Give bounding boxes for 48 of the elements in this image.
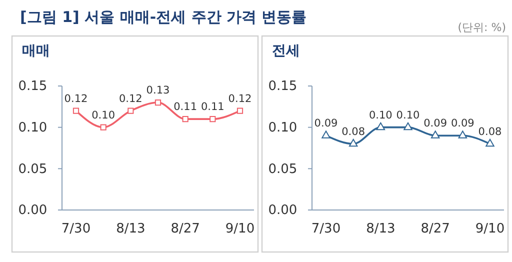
- point: [210, 116, 216, 122]
- point: [404, 122, 412, 130]
- data-label: 0.10: [396, 109, 420, 122]
- y-tick-label: 0.15: [18, 79, 48, 94]
- chart-title: 매매: [22, 43, 50, 59]
- data-label: 0.12: [64, 92, 88, 105]
- y-tick-label: 0.15: [268, 79, 298, 94]
- point: [154, 99, 162, 106]
- x-tick-label: 8/13: [366, 222, 396, 236]
- data-label: 0.13: [146, 84, 170, 97]
- y-tick-label: 0.00: [268, 203, 298, 218]
- y-tick-label: 0.05: [18, 162, 48, 177]
- data-label: 0.11: [174, 101, 198, 114]
- data-label: 0.08: [342, 126, 366, 138]
- point: [430, 130, 440, 138]
- point: [322, 130, 330, 138]
- data-label: 0.10: [368, 109, 392, 122]
- point: [348, 138, 358, 147]
- point: [182, 116, 188, 122]
- x-tick-label: 9/10: [475, 222, 505, 236]
- y-tick-label: 0.00: [18, 203, 48, 218]
- x-tick-label: 8/13: [116, 222, 146, 236]
- x-tick-label: 8/27: [420, 222, 450, 236]
- data-label: 0.11: [200, 101, 224, 114]
- point: [236, 108, 244, 114]
- data-label: 0.12: [228, 92, 252, 105]
- point: [486, 138, 494, 147]
- text: (단위: %): [458, 21, 506, 34]
- x-tick-label: 7/30: [61, 222, 91, 236]
- x-tick-label: 7/30: [311, 222, 341, 236]
- point: [376, 122, 386, 130]
- chart-title: 전세: [272, 43, 300, 59]
- point: [128, 108, 134, 114]
- data-label: 0.10: [92, 109, 116, 122]
- x-tick-label: 9/10: [225, 222, 255, 236]
- point: [100, 124, 106, 130]
- data-label: 0.09: [450, 118, 474, 130]
- point: [72, 108, 80, 114]
- data-label: 0.12: [118, 92, 142, 105]
- y-tick-label: 0.10: [268, 120, 298, 136]
- y-tick-label: 0.10: [18, 120, 48, 136]
- data-label: 0.09: [314, 118, 338, 130]
- data-label: 0.09: [424, 118, 448, 130]
- text: [그림 1] 서울 매매-전세 주간 가격 변동률: [20, 8, 307, 26]
- data-label: 0.08: [478, 126, 502, 138]
- x-tick-label: 8/27: [170, 222, 200, 236]
- point: [458, 130, 468, 138]
- y-tick-label: 0.05: [268, 162, 298, 177]
